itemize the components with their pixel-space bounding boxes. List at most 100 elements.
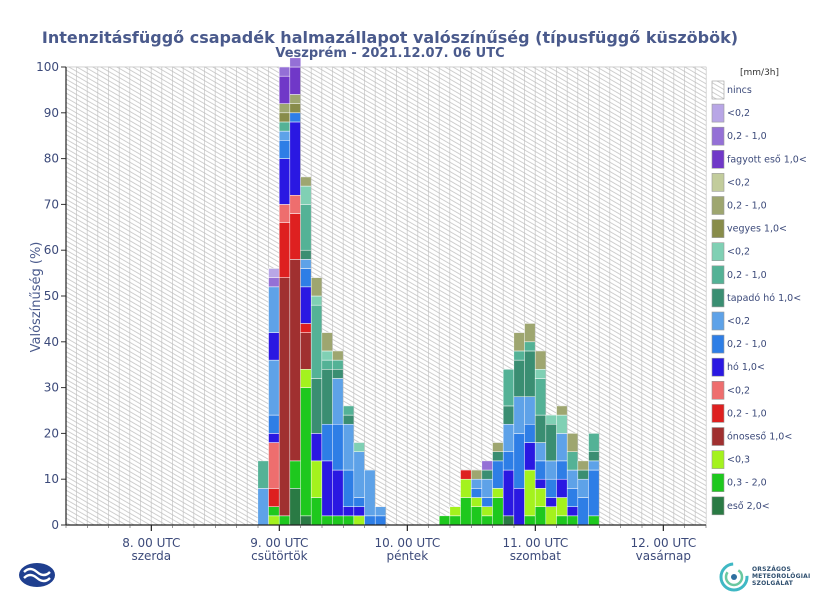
bar-23-segment-2 xyxy=(310,433,323,462)
bar-47-segment-3 xyxy=(566,469,579,489)
legend-label-8: 0,2 - 1,0 xyxy=(727,270,767,281)
bar-15 xyxy=(225,66,238,526)
bar-21-segment-7 xyxy=(289,103,302,114)
bar-36-segment-0 xyxy=(449,515,462,526)
bar-25-segment-2 xyxy=(332,423,344,471)
bar-19-segment-6 xyxy=(268,359,280,416)
bar-35-none xyxy=(438,66,451,517)
bar-49-segment-0 xyxy=(588,515,600,526)
bar-44-segment-3 xyxy=(534,460,547,480)
bar-49-none xyxy=(588,66,600,434)
bar-54-none xyxy=(641,66,654,526)
bar-43-segment-4 xyxy=(524,396,536,425)
bar-19-segment-10 xyxy=(268,268,280,278)
bar-21-segment-3 xyxy=(289,213,302,260)
legend-label-5: 0,2 - 1,0 xyxy=(727,201,767,212)
bar-20 xyxy=(278,66,291,526)
omsz-logo-icon xyxy=(718,561,750,597)
bar-19-segment-2 xyxy=(268,488,280,507)
bar-38-segment-2 xyxy=(470,488,483,498)
bar-22-segment-3 xyxy=(300,332,312,370)
bar-2-none xyxy=(86,66,99,526)
bar-30 xyxy=(385,66,398,526)
x-tick-label-date-2: 10. 00 UTC xyxy=(374,536,440,550)
bar-41-segment-2 xyxy=(502,451,515,471)
legend-label-11: 0,2 - 1,0 xyxy=(727,339,767,350)
bar-9 xyxy=(161,66,174,526)
bar-19-segment-3 xyxy=(268,442,280,489)
bar-47-segment-1 xyxy=(566,506,579,517)
bar-23 xyxy=(310,66,323,526)
bar-50-none xyxy=(598,66,611,526)
legend-label-9: tapadó hó 1,0< xyxy=(727,293,801,304)
bar-47 xyxy=(566,66,579,526)
legend-label-13: <0,2 xyxy=(727,385,750,396)
legend-label-12: hó 1,0< xyxy=(727,362,765,373)
y-tick-label-0: 0 xyxy=(51,518,59,532)
bar-37-segment-2 xyxy=(460,469,472,480)
bar-40-segment-0 xyxy=(492,497,504,526)
bar-20-segment-5 xyxy=(278,140,291,159)
bar-47-segment-4 xyxy=(566,451,579,471)
bar-37-segment-0 xyxy=(460,497,472,526)
bar-26-segment-3 xyxy=(342,423,355,471)
bar-4-none xyxy=(108,66,120,526)
bar-5-none xyxy=(118,66,131,526)
bar-45 xyxy=(545,66,558,526)
x-tick-label-day-3: szombat xyxy=(510,549,562,563)
bar-4 xyxy=(108,66,120,526)
bar-28-segment-1 xyxy=(364,469,376,517)
bar-44-segment-7 xyxy=(534,369,547,379)
bar-49-segment-4 xyxy=(588,433,600,452)
bar-21-segment-10 xyxy=(289,57,302,68)
bar-44-none xyxy=(534,66,547,352)
bar-38-none xyxy=(470,66,483,471)
bar-48-segment-0 xyxy=(577,497,590,526)
bar-57 xyxy=(673,66,686,526)
bar-27-segment-2 xyxy=(353,497,366,507)
bar-46-segment-6 xyxy=(556,405,568,416)
bar-20-segment-11 xyxy=(278,66,291,77)
bar-29 xyxy=(374,66,387,526)
bar-23-segment-0 xyxy=(310,497,323,526)
bar-23-none xyxy=(310,66,323,278)
bar-19-segment-0 xyxy=(268,515,280,526)
bar-27-segment-4 xyxy=(353,442,366,452)
bar-56-none xyxy=(662,66,675,526)
bar-21-segment-0 xyxy=(289,488,302,526)
bar-45-segment-1 xyxy=(545,497,558,507)
bar-43-segment-2 xyxy=(524,442,536,471)
bar-39-segment-0 xyxy=(481,515,494,526)
legend-unit: [mm/3h] xyxy=(740,68,780,78)
bar-16-none xyxy=(236,66,248,526)
bar-8 xyxy=(150,66,163,526)
bar-58 xyxy=(684,66,696,526)
bar-22-segment-5 xyxy=(300,286,312,324)
bar-17-none xyxy=(246,66,259,526)
bar-25-segment-5 xyxy=(332,359,344,370)
legend-label-2: 0,2 - 1,0 xyxy=(727,131,767,142)
bar-18-segment-0 xyxy=(257,488,270,526)
logo-line-2: METEOROLÓGIAI xyxy=(752,573,811,580)
legend-swatch-12 xyxy=(711,357,725,377)
bar-49-segment-2 xyxy=(588,460,600,471)
bar-39-segment-3 xyxy=(481,478,494,498)
y-tick-label-50: 50 xyxy=(44,289,59,303)
bars xyxy=(65,57,707,526)
bar-43-segment-3 xyxy=(524,423,536,443)
bar-22-segment-1 xyxy=(300,387,312,517)
bar-40-segment-1 xyxy=(492,488,504,498)
bar-26-segment-0 xyxy=(342,515,355,526)
legend-swatch-13 xyxy=(711,380,725,400)
bar-12 xyxy=(193,66,206,526)
bar-43 xyxy=(524,66,536,526)
y-axis-label: Valószínűség (%) xyxy=(29,242,44,353)
bar-3 xyxy=(97,66,110,526)
omsz-logo-text: ORSZÁGOS METEOROLÓGIAI SZOLGÁLAT xyxy=(752,566,810,587)
bar-53-none xyxy=(630,66,643,526)
bar-10-none xyxy=(172,66,184,526)
bar-48-segment-2 xyxy=(577,469,590,480)
bar-43-segment-0 xyxy=(524,515,536,526)
y-tick-label-60: 60 xyxy=(44,243,59,257)
bar-24-segment-2 xyxy=(321,423,334,462)
